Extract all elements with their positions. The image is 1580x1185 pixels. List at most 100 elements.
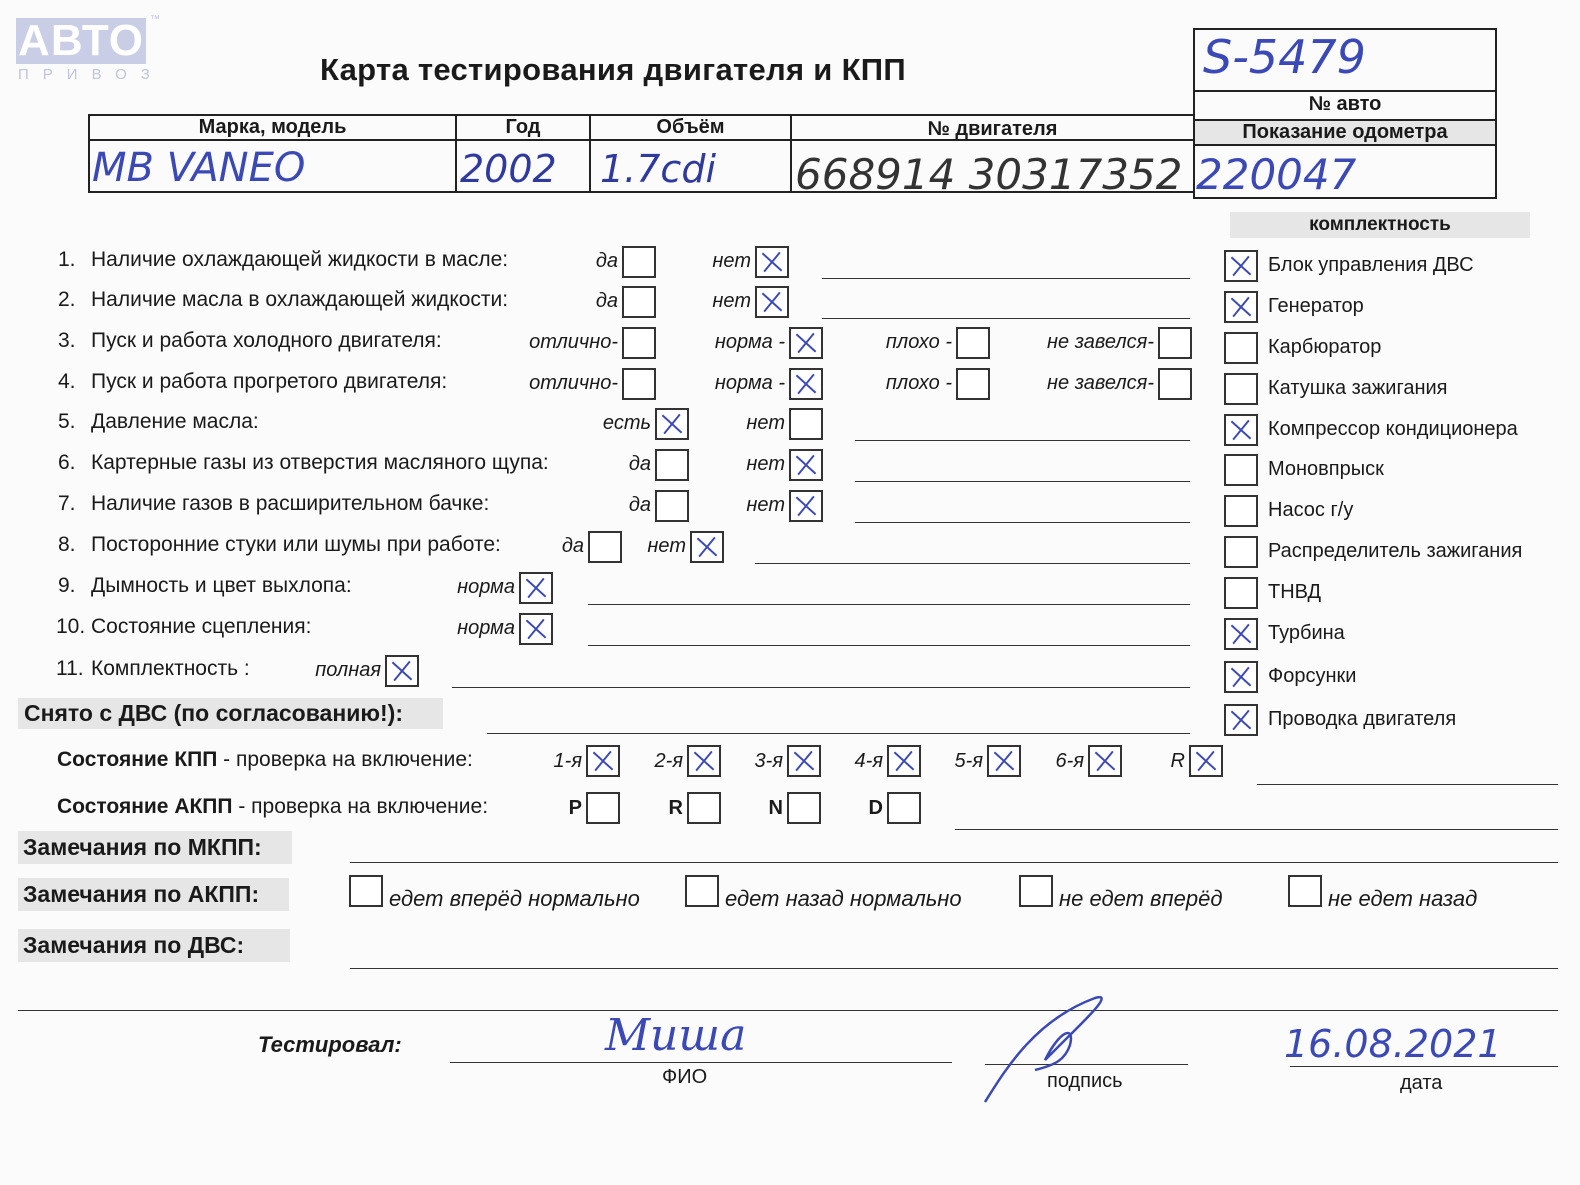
position-checkbox[interactable] — [787, 792, 821, 824]
option-checkbox[interactable] — [655, 408, 689, 440]
option-checkbox[interactable] — [622, 368, 656, 400]
name-caption: ФИО — [662, 1066, 708, 1088]
option-label: не завелся- — [1047, 331, 1154, 353]
checklist-number: 4. — [58, 370, 76, 393]
gear-checkbox[interactable] — [887, 745, 921, 777]
checklist-label: Дымность и цвет выхлопа: — [91, 574, 352, 597]
checklist-label: Пуск и работа холодного двигателя: — [91, 329, 442, 352]
gear-checkbox[interactable] — [1088, 745, 1122, 777]
completeness-item-label: Блок управления ДВС — [1268, 254, 1474, 276]
header-year: Год — [505, 116, 541, 138]
gear-checkbox[interactable] — [586, 745, 620, 777]
engine-number-value: 668914 30317352 — [795, 150, 1183, 199]
removed-field[interactable] — [487, 733, 1190, 734]
checklist-label: Состояние сцепления: — [91, 615, 312, 638]
completeness-checkbox[interactable] — [1224, 618, 1258, 650]
akpp-remark-checkbox[interactable] — [349, 875, 383, 907]
position-checkbox[interactable] — [887, 792, 921, 824]
akpp-remark-checkbox[interactable] — [1288, 875, 1322, 907]
option-checkbox[interactable] — [789, 408, 823, 440]
position-checkbox[interactable] — [687, 792, 721, 824]
gear-checkbox[interactable] — [687, 745, 721, 777]
checklist-number: 7. — [58, 492, 76, 515]
option-label: да — [628, 494, 651, 516]
option-checkbox[interactable] — [622, 327, 656, 359]
option-checkbox[interactable] — [655, 490, 689, 522]
option-checkbox[interactable] — [1158, 327, 1192, 359]
option-checkbox[interactable] — [956, 368, 990, 400]
check-mark-icon — [795, 373, 817, 395]
remarks-mkpp-field[interactable] — [350, 862, 1558, 863]
option-checkbox[interactable] — [755, 246, 789, 278]
option-checkbox[interactable] — [622, 286, 656, 318]
option-checkbox[interactable] — [622, 246, 656, 278]
option-checkbox[interactable] — [1158, 368, 1192, 400]
notes-field[interactable] — [822, 318, 1190, 319]
option-checkbox[interactable] — [588, 531, 622, 563]
date-field[interactable] — [1290, 1066, 1558, 1067]
name-field[interactable] — [450, 1062, 952, 1063]
option-checkbox[interactable] — [519, 613, 553, 645]
check-mark-icon — [1230, 709, 1252, 731]
completeness-checkbox[interactable] — [1224, 495, 1258, 527]
option-checkbox[interactable] — [789, 490, 823, 522]
check-mark-icon — [592, 750, 614, 772]
option-label: нет — [712, 250, 751, 272]
option-label: норма — [457, 617, 515, 639]
page-title: Карта тестирования двигателя и КПП — [320, 52, 906, 87]
notes-field[interactable] — [855, 440, 1190, 441]
position-label: P — [568, 797, 582, 819]
position-label: N — [768, 797, 783, 819]
completeness-checkbox[interactable] — [1224, 704, 1258, 736]
position-checkbox[interactable] — [586, 792, 620, 824]
check-mark-icon — [1230, 296, 1252, 318]
completeness-checkbox[interactable] — [1224, 414, 1258, 446]
notes-field[interactable] — [588, 645, 1190, 646]
gear-label: 1-я — [553, 750, 582, 772]
akpp-remark-checkbox[interactable] — [1019, 875, 1053, 907]
signature-field[interactable] — [985, 1064, 1188, 1065]
checklist-number: 9. — [58, 574, 76, 597]
remarks-akpp-label: Замечания по АКПП: — [18, 878, 290, 911]
notes-field[interactable] — [755, 563, 1190, 564]
check-mark-icon — [1230, 623, 1252, 645]
option-checkbox[interactable] — [789, 449, 823, 481]
signature-caption: подпись — [1047, 1070, 1123, 1092]
tested-by-label: Тестировал: — [258, 1032, 402, 1057]
option-checkbox[interactable] — [956, 327, 990, 359]
remarks-dvs-field[interactable] — [350, 968, 1558, 969]
option-checkbox[interactable] — [519, 572, 553, 604]
gear-checkbox[interactable] — [1189, 745, 1223, 777]
auto-number-label: № авто — [1308, 93, 1382, 115]
name-value: Миша — [605, 1010, 747, 1061]
checklist-number: 8. — [58, 533, 76, 556]
notes-field[interactable] — [822, 278, 1190, 279]
gear-checkbox[interactable] — [787, 745, 821, 777]
notes-field[interactable] — [588, 604, 1190, 605]
notes-field[interactable] — [452, 687, 1190, 688]
option-checkbox[interactable] — [789, 327, 823, 359]
completeness-checkbox[interactable] — [1224, 454, 1258, 486]
option-checkbox[interactable] — [755, 286, 789, 318]
header-volume: Объём — [656, 116, 725, 138]
option-checkbox[interactable] — [655, 449, 689, 481]
option-checkbox[interactable] — [789, 368, 823, 400]
check-mark-icon — [1230, 255, 1252, 277]
completeness-item-label: Форсунки — [1268, 665, 1357, 687]
gear-checkbox[interactable] — [987, 745, 1021, 777]
completeness-checkbox[interactable] — [1224, 536, 1258, 568]
option-checkbox[interactable] — [385, 655, 419, 687]
completeness-checkbox[interactable] — [1224, 373, 1258, 405]
completeness-checkbox[interactable] — [1224, 291, 1258, 323]
completeness-checkbox[interactable] — [1224, 577, 1258, 609]
completeness-checkbox[interactable] — [1224, 661, 1258, 693]
notes-field[interactable] — [855, 522, 1190, 523]
akpp-remark-checkbox[interactable] — [685, 875, 719, 907]
completeness-checkbox[interactable] — [1224, 250, 1258, 282]
volume-value: 1.7cdi — [600, 147, 717, 191]
completeness-checkbox[interactable] — [1224, 332, 1258, 364]
akpp-remark-label: едет назад нормально — [725, 886, 962, 911]
notes-field[interactable] — [855, 481, 1190, 482]
akpp-remark-label: не едет вперёд — [1059, 886, 1223, 911]
option-checkbox[interactable] — [690, 531, 724, 563]
